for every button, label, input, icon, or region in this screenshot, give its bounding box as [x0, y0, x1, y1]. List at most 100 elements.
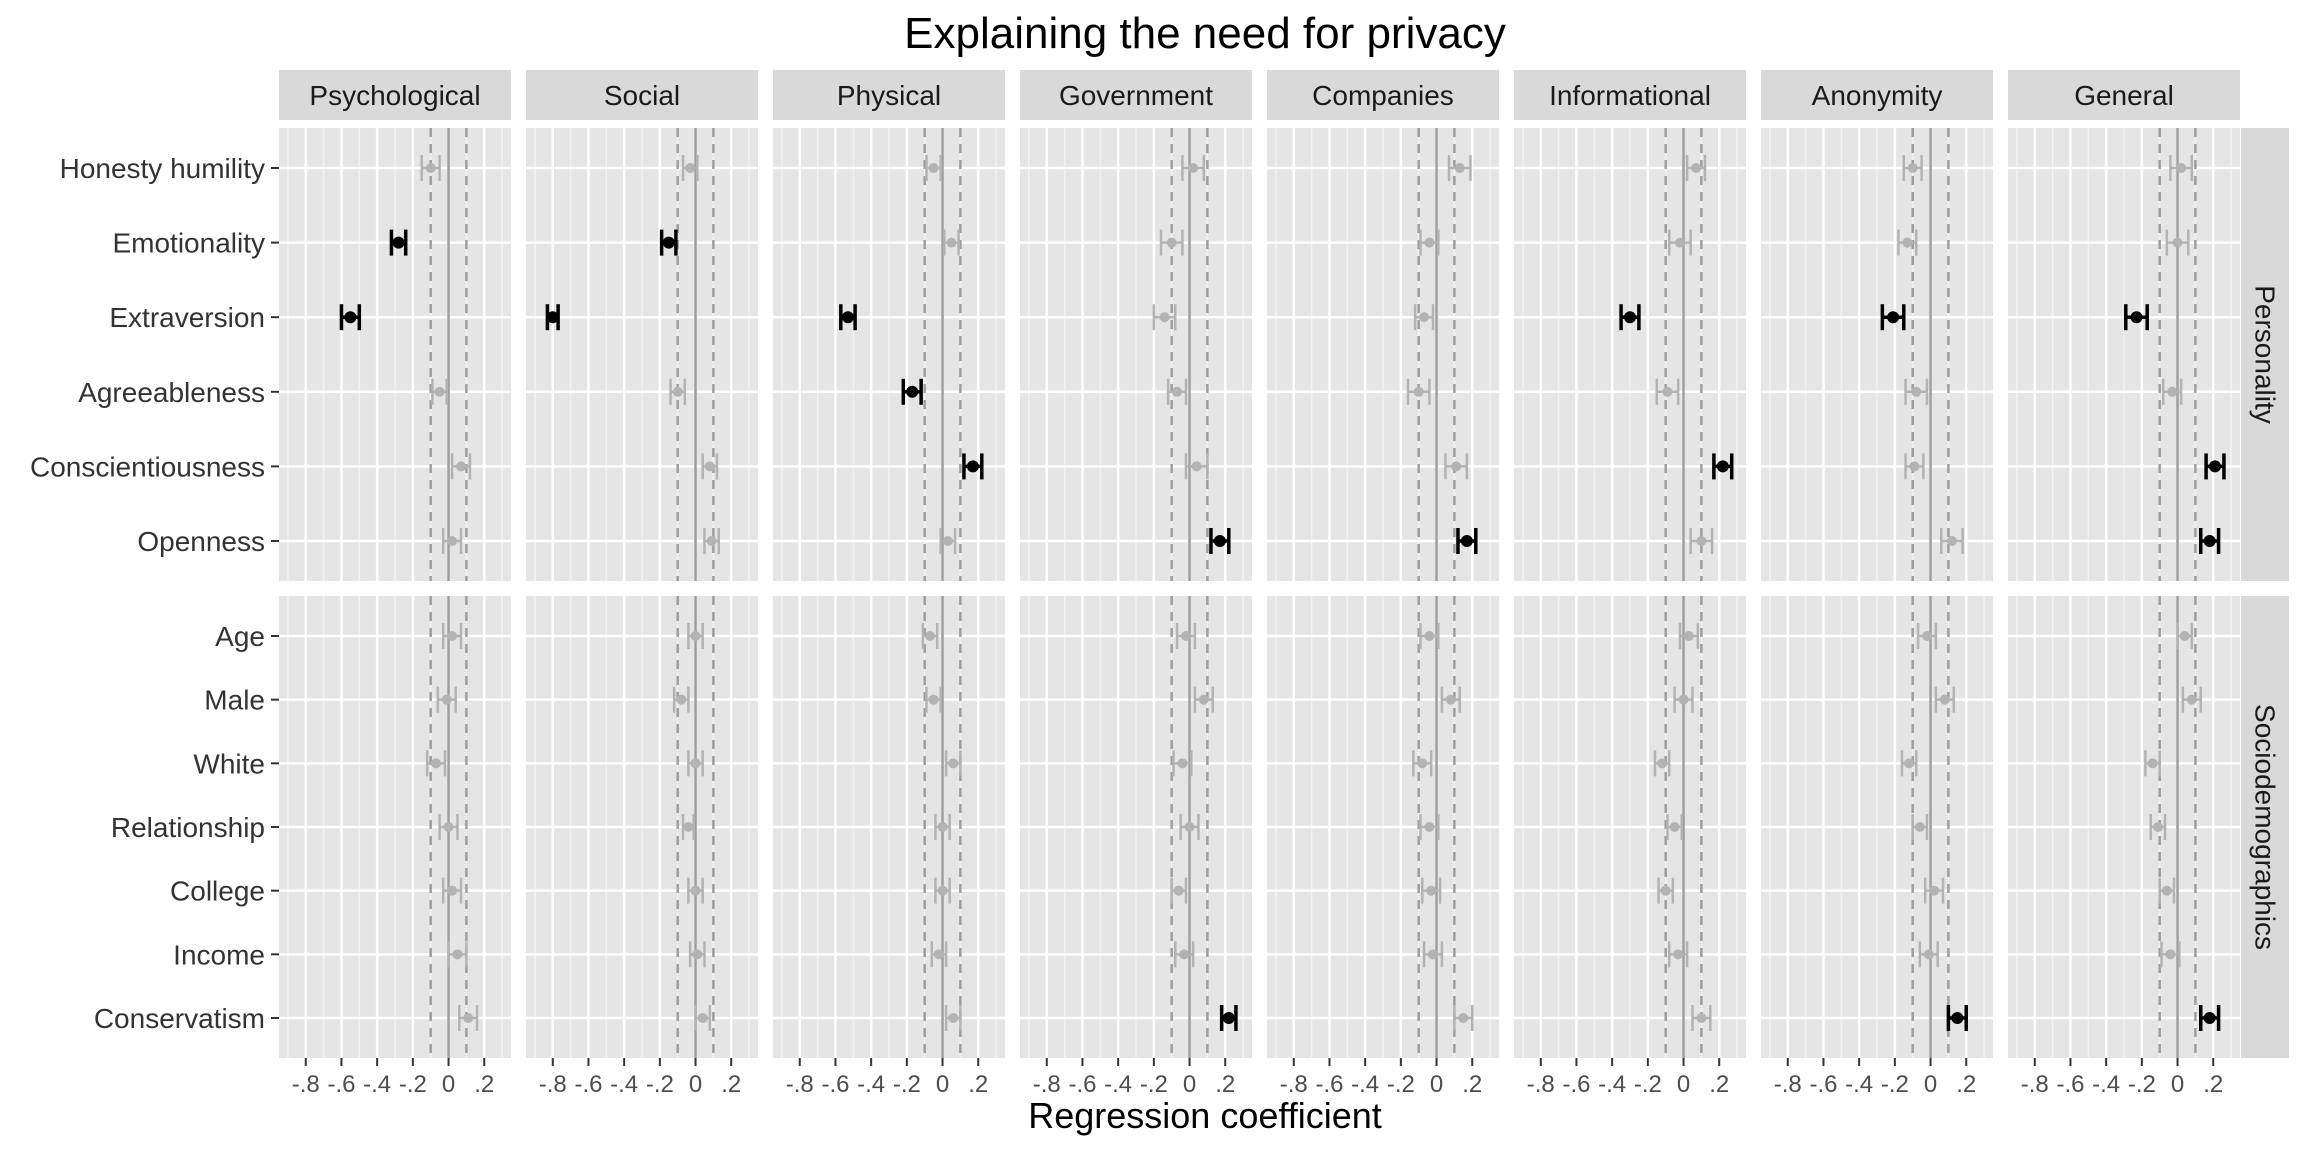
point-estimate	[2203, 535, 2216, 547]
point-estimate	[1424, 631, 1435, 641]
estimate-general-extraversion	[2124, 304, 2149, 331]
estimate-government-male	[1193, 686, 1214, 713]
x-tick-label: -.4	[857, 1071, 885, 1098]
estimate-government-honesty-humility	[1181, 155, 1206, 181]
x-tick-label: -.4	[1845, 1071, 1873, 1098]
y-label-age: Age	[215, 621, 265, 652]
estimate-government-emotionality	[1159, 229, 1184, 256]
estimate-informational-income	[1668, 941, 1689, 968]
estimate-physical-agreeableness	[901, 378, 923, 405]
x-tick-label: -.4	[610, 1071, 638, 1098]
strip-label-social: Social	[604, 80, 680, 111]
point-estimate	[1909, 461, 1920, 472]
point-estimate	[2161, 885, 2172, 896]
estimate-anonymity-conservatism	[1946, 1005, 1968, 1031]
point-estimate	[1946, 536, 1957, 546]
estimate-social-relationship	[681, 814, 696, 840]
x-tick-label: -.8	[1774, 1071, 1802, 1098]
estimate-anonymity-male	[1934, 686, 1955, 713]
x-tick-label: .2	[2203, 1071, 2223, 1098]
estimate-anonymity-conscientiousness	[1904, 453, 1925, 480]
point-estimate	[1159, 312, 1170, 323]
point-estimate	[937, 885, 948, 896]
estimate-anonymity-college	[1923, 877, 1945, 904]
estimate-social-conservatism	[694, 1005, 712, 1031]
estimate-psychological-openness	[441, 528, 463, 554]
strip-sociodemographics	[2241, 596, 2289, 1058]
point-estimate	[948, 758, 959, 769]
y-label-emotionality: Emotionality	[112, 228, 265, 259]
estimate-psychological-emotionality	[389, 229, 408, 256]
estimate-general-honesty-humility	[2169, 155, 2194, 181]
point-estimate	[928, 163, 939, 173]
point-estimate	[933, 949, 944, 960]
estimate-physical-white	[944, 750, 962, 777]
estimate-informational-conservatism	[1691, 1005, 1712, 1031]
estimate-informational-openness	[1689, 528, 1714, 554]
point-estimate	[937, 822, 948, 832]
point-estimate	[841, 311, 854, 324]
x-tick-label: -.4	[1104, 1071, 1132, 1098]
point-estimate	[704, 461, 715, 472]
point-estimate	[456, 461, 467, 472]
x-tick-label: -.8	[786, 1071, 814, 1098]
estimate-companies-age	[1419, 623, 1440, 649]
point-estimate	[1660, 885, 1671, 896]
estimate-physical-openness	[939, 528, 957, 554]
estimate-anonymity-openness	[1939, 528, 1964, 554]
point-estimate	[1445, 694, 1456, 705]
point-estimate	[2147, 758, 2158, 769]
y-label-conscientiousness: Conscientiousness	[30, 451, 265, 482]
strip-label-general: General	[2074, 80, 2174, 111]
estimate-psychological-college	[441, 877, 463, 904]
point-estimate	[1177, 758, 1188, 769]
point-estimate	[1678, 694, 1689, 705]
point-estimate	[1939, 694, 1950, 705]
point-estimate	[948, 1013, 959, 1023]
estimate-anonymity-extraversion	[1880, 304, 1906, 331]
point-estimate	[1413, 386, 1424, 397]
point-estimate	[447, 536, 458, 546]
point-estimate	[946, 237, 957, 248]
x-tick-label: -.6	[1562, 1071, 1590, 1098]
y-label-honesty-humility: Honesty humility	[60, 153, 265, 184]
x-tick-label: 0	[1924, 1071, 1937, 1098]
estimate-companies-openness	[1456, 528, 1478, 554]
estimate-social-college	[687, 877, 704, 904]
estimate-physical-conscientiousness	[962, 453, 984, 480]
x-tick-label: -.6	[574, 1071, 602, 1098]
strip-government	[1020, 70, 1252, 120]
x-tick-label: .2	[1709, 1071, 1729, 1098]
strip-label-sociodemographics: Sociodemographics	[2250, 704, 2281, 950]
estimate-psychological-conscientiousness	[450, 453, 472, 480]
point-estimate	[1188, 163, 1199, 173]
x-tick-label: -.4	[1351, 1071, 1379, 1098]
point-estimate	[1222, 1012, 1235, 1024]
estimate-physical-relationship	[934, 814, 951, 840]
point-estimate	[1673, 949, 1684, 960]
point-estimate	[672, 386, 683, 397]
point-estimate	[2203, 1012, 2216, 1024]
point-estimate	[1427, 949, 1438, 960]
point-estimate	[1691, 163, 1702, 173]
strip-label-psychological: Psychological	[309, 80, 480, 111]
estimate-informational-white	[1653, 750, 1671, 777]
x-tick-label: -.8	[292, 1071, 320, 1098]
x-tick-label: -.2	[1140, 1071, 1168, 1098]
strip-informational	[1514, 70, 1746, 120]
estimate-psychological-male	[436, 686, 457, 713]
point-estimate	[1674, 237, 1685, 248]
estimate-anonymity-white	[1900, 750, 1918, 777]
point-estimate	[942, 536, 953, 546]
x-tick-label: -.8	[1527, 1071, 1555, 1098]
estimate-social-income	[688, 941, 706, 968]
estimate-psychological-white	[425, 750, 447, 777]
x-tick-label: 0	[442, 1071, 455, 1098]
estimate-physical-conservatism	[944, 1005, 962, 1031]
estimate-companies-relationship	[1419, 814, 1440, 840]
point-estimate	[447, 885, 458, 896]
point-estimate	[1951, 1012, 1964, 1024]
estimate-social-white	[687, 750, 704, 777]
point-estimate	[1683, 631, 1694, 641]
